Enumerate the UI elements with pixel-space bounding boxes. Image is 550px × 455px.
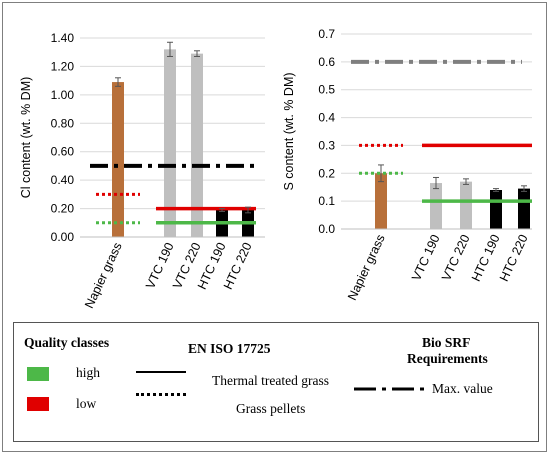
dotted-line-label: Grass pellets bbox=[236, 401, 306, 416]
y-tick-label: 0.1 bbox=[318, 194, 335, 208]
y-tick-label: 0.2 bbox=[318, 166, 335, 180]
y-tick-label: 0.20 bbox=[51, 202, 75, 216]
sulfur-chart: 0.0 0.1 0.2 0.3 0.4 0.5 0.6 0.7 Napier grass VTC … bbox=[282, 27, 532, 303]
bar-napier-grass bbox=[375, 173, 387, 229]
y-tick-label: 1.20 bbox=[51, 59, 75, 73]
bar-vtc-220 bbox=[460, 181, 472, 229]
x-tick-label: Napier grass bbox=[82, 240, 125, 310]
legend-box: Quality classes high low EN ISO 17725 Th… bbox=[13, 322, 539, 442]
y-tick-label: 0.40 bbox=[51, 173, 75, 187]
y-axis-title: Cl content (wt. % DM) bbox=[19, 77, 33, 199]
bar-vtc-190 bbox=[164, 49, 176, 237]
dashdot-line-label: Max. value bbox=[432, 381, 493, 396]
solid-line-label: Thermal treated grass bbox=[212, 373, 329, 388]
y-tick-label: 0.6 bbox=[318, 55, 335, 69]
srf-title-line1: Bio SRF bbox=[422, 335, 471, 350]
x-tick-label: VTC 220 bbox=[439, 232, 473, 283]
x-tick-label: Napier grass bbox=[345, 232, 388, 302]
chlorine-chart: 0.00 0.20 0.40 0.60 0.80 1.00 1.20 1.40 Napier g… bbox=[19, 31, 265, 311]
y-tick-label: 1.40 bbox=[51, 31, 75, 45]
y-tick-label: 0.80 bbox=[51, 116, 75, 130]
quality-classes-title: Quality classes bbox=[24, 335, 110, 350]
low-label: low bbox=[76, 396, 97, 411]
solid-line-sample bbox=[136, 371, 186, 373]
y-tick-label: 0.4 bbox=[318, 111, 335, 125]
y-tick-label: 0.00 bbox=[51, 230, 75, 244]
bar-htc-190 bbox=[490, 190, 502, 229]
y-tick-label: 0.7 bbox=[318, 27, 335, 41]
x-tick-label: VTC 190 bbox=[409, 232, 443, 283]
dotted-line-sample bbox=[136, 393, 186, 396]
y-tick-label: 0.3 bbox=[318, 138, 335, 152]
x-tick-label: HTC 220 bbox=[497, 232, 531, 283]
high-swatch bbox=[27, 367, 49, 381]
charts-area: 0.00 0.20 0.40 0.60 0.80 1.00 1.20 1.40 Napier g… bbox=[19, 27, 532, 311]
standard-title: EN ISO 17725 bbox=[188, 341, 271, 356]
bar-htc-220 bbox=[518, 188, 530, 229]
y-tick-label: 0.5 bbox=[318, 83, 335, 97]
bar-vtc-190 bbox=[430, 183, 442, 229]
y-tick-label: 1.00 bbox=[51, 88, 75, 102]
bar-vtc-220 bbox=[191, 53, 203, 238]
high-label: high bbox=[76, 365, 101, 380]
low-swatch bbox=[27, 397, 49, 411]
y-tick-label: 0.0 bbox=[318, 222, 335, 236]
srf-title-line2: Requirements bbox=[407, 351, 488, 366]
bar-napier-grass bbox=[112, 82, 124, 237]
dashdot-line-sample bbox=[354, 387, 424, 391]
y-tick-label: 0.60 bbox=[51, 145, 75, 159]
y-axis-title: S content (wt. % DM) bbox=[282, 72, 296, 190]
